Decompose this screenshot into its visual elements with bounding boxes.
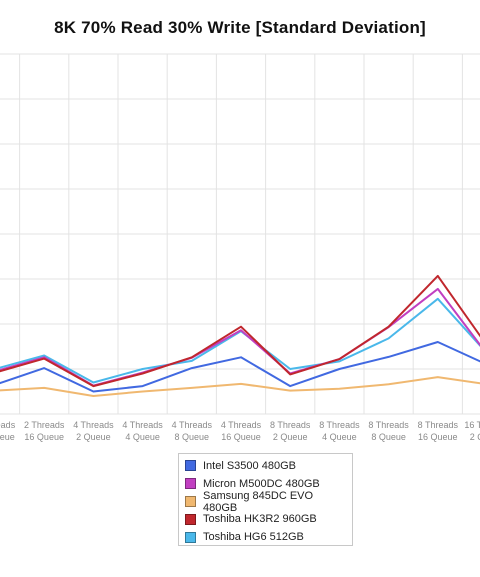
series-line-samsung-845dc-evo-480gb bbox=[0, 376, 480, 397]
legend-swatch bbox=[185, 478, 196, 490]
x-tick-label: 16 Queue bbox=[418, 432, 458, 442]
x-tick-label: 2 Queue bbox=[273, 432, 308, 442]
x-tick-label: 8 Threads bbox=[319, 420, 360, 430]
x-tick-label: 16 Queue bbox=[24, 432, 64, 442]
x-tick-label: 8 Queue bbox=[175, 432, 210, 442]
legend-label: Toshiba HG6 512GB bbox=[203, 531, 304, 544]
x-tick-label: 16 Queue bbox=[0, 432, 15, 442]
legend-swatch bbox=[185, 495, 196, 507]
legend-item: Samsung 845DC EVO 480GB bbox=[185, 489, 346, 514]
x-tick-label: 1 Threads bbox=[0, 420, 16, 430]
legend-item: Intel S3500 480GB bbox=[185, 457, 346, 475]
x-tick-label: 4 Queue bbox=[322, 432, 357, 442]
x-tick-label: 4 Threads bbox=[172, 420, 213, 430]
chart-legend: Intel S3500 480GB Micron M500DC 480GB Sams… bbox=[178, 453, 353, 546]
x-tick-label: 4 Queue bbox=[125, 432, 160, 442]
x-tick-label: 2 Threads bbox=[24, 420, 65, 430]
chart-title: 8K 70% Read 30% Write [Standard Deviatio… bbox=[54, 18, 426, 37]
x-tick-label: 16 Queue bbox=[221, 432, 261, 442]
legend-swatch bbox=[185, 460, 196, 472]
x-tick-label: 4 Threads bbox=[122, 420, 163, 430]
x-tick-label: 2 Queue bbox=[76, 432, 111, 442]
legend-label: Intel S3500 480GB bbox=[203, 459, 296, 472]
legend-item: Toshiba HK3R2 960GB bbox=[185, 510, 346, 528]
legend-swatch bbox=[185, 531, 196, 543]
legend-label: Samsung 845DC EVO 480GB bbox=[203, 489, 314, 514]
legend-label: Toshiba HK3R2 960GB bbox=[203, 513, 317, 526]
legend-item: Micron M500DC 480GB bbox=[185, 475, 346, 493]
x-tick-label: 8 Threads bbox=[270, 420, 311, 430]
x-tick-label: 4 Threads bbox=[221, 420, 262, 430]
series-line-toshiba-hk3r2-960gb bbox=[0, 274, 480, 388]
x-tick-label: 8 Queue bbox=[371, 432, 406, 442]
legend-label: Micron M500DC 480GB bbox=[203, 477, 320, 490]
legend-swatch bbox=[185, 513, 196, 525]
x-tick-label: 8 Threads bbox=[368, 420, 409, 430]
series-line-intel-s3500-480gb bbox=[0, 341, 480, 393]
x-tick-label: 4 Threads bbox=[73, 420, 114, 430]
x-tick-label: 16 Threads bbox=[464, 420, 480, 430]
x-tick-label: 8 Threads bbox=[418, 420, 459, 430]
line-chart: 1 Threads 16 Queue 2 Threads 16 Queue 4 Thre… bbox=[0, 53, 480, 442]
x-tick-label: 2 Queue bbox=[470, 432, 480, 442]
legend-item: Toshiba HG6 512GB bbox=[185, 528, 346, 546]
